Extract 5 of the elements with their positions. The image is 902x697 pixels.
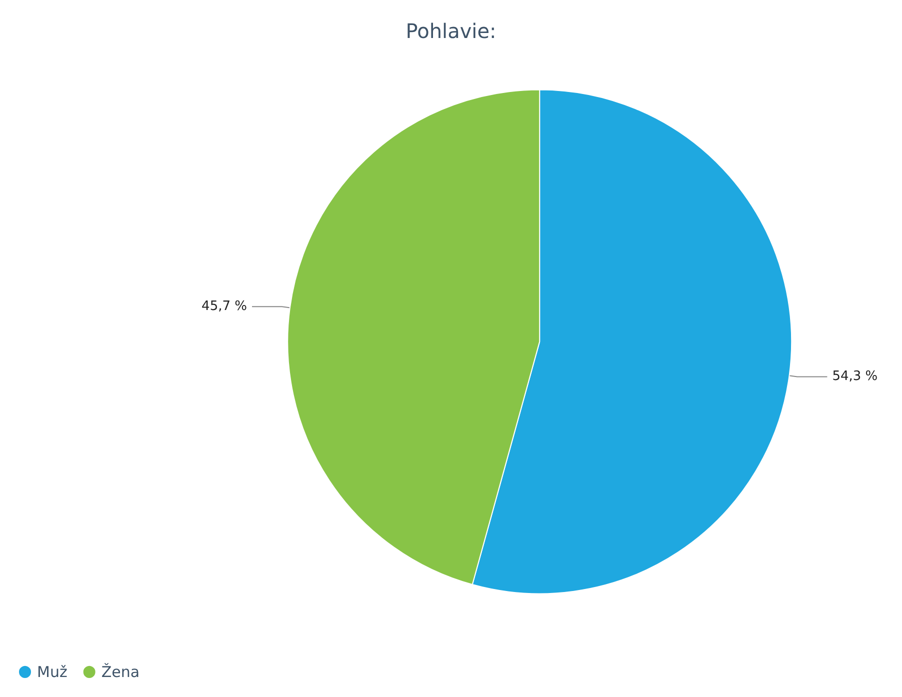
data-label: 54,3 % bbox=[832, 369, 878, 384]
data-label: 45,7 % bbox=[202, 299, 247, 314]
legend-label: Žena bbox=[101, 663, 140, 681]
legend-label: Muž bbox=[37, 663, 68, 681]
chart-title: Pohlavie: bbox=[406, 19, 496, 43]
